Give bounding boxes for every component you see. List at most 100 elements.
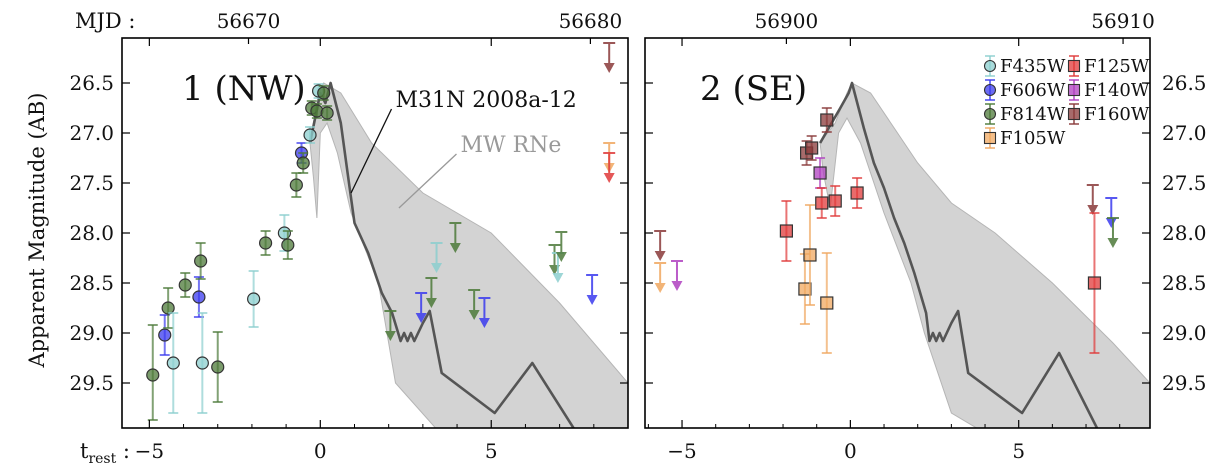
y-tick-label: 28.0 <box>69 221 114 245</box>
x-tick-label: 0 <box>844 439 857 463</box>
point-f435w-9 <box>247 270 261 328</box>
upper-limit-f814w-2 <box>425 277 438 308</box>
point-f814w-2 <box>161 287 175 329</box>
y-tick-label: 27.0 <box>69 121 114 145</box>
y-tick-label: 26.5 <box>69 71 114 95</box>
point-f435w-3 <box>166 312 180 414</box>
limit-arrowhead <box>1105 218 1117 228</box>
point-f125w-0 <box>779 200 794 262</box>
y-tick-label-right: 27.5 <box>1162 171 1207 195</box>
y-tick-label-right: 27.0 <box>1162 121 1207 145</box>
m31n-model-line <box>818 81 1099 428</box>
limit-arrowhead <box>468 310 480 320</box>
legend-label: F814W <box>1000 104 1066 125</box>
limit-arrowhead <box>671 281 683 291</box>
legend-label: F105W <box>1000 128 1066 149</box>
y-axis-title: Apparent Magnitude (AB) <box>25 93 49 369</box>
x-tick-label: 5 <box>1012 439 1025 463</box>
marker-circle <box>178 278 192 292</box>
point-f160w-8 <box>820 107 834 133</box>
upper-limit-f814w-0 <box>384 310 397 341</box>
marker-circle <box>194 254 208 268</box>
limit-arrowhead <box>603 173 615 183</box>
y-tick-label: 29.5 <box>69 371 114 395</box>
marker-square <box>813 166 827 180</box>
upper-limit-f105w-1 <box>654 262 667 293</box>
upper-limit-f606w-1 <box>415 292 428 323</box>
limit-arrowhead <box>552 273 564 283</box>
limit-arrowhead <box>603 63 615 73</box>
legend-marker <box>1067 59 1081 73</box>
legend-entry-f140w: F140W <box>1067 79 1150 101</box>
limit-arrowhead <box>425 298 437 308</box>
legend: F435W F606W F814W F105W F125W F140W F160W <box>983 55 1150 149</box>
marker-circle <box>320 106 334 120</box>
top-tick-label: 56680 <box>559 9 623 33</box>
point-f814w-8 <box>211 331 225 403</box>
marker-square <box>779 224 794 238</box>
annotation-text-0: M31N 2008a-12 <box>396 88 577 113</box>
x-tick-label: −5 <box>667 439 696 463</box>
upper-limit-f140w-2 <box>670 260 683 291</box>
marker-circle <box>166 356 180 370</box>
panel-2: −5 0 5 56900 56910 26.5 27.0 27.5 28.0 28.5 29.0 29… <box>644 9 1207 463</box>
limit-arrowhead <box>415 313 427 323</box>
point-f814w-0 <box>146 324 160 421</box>
upper-limit-f160w-3 <box>1086 184 1099 215</box>
legend-marker <box>1067 83 1081 97</box>
marker-square <box>805 141 819 155</box>
panel-plot-area <box>146 42 628 428</box>
bottom-axis-label: trest : <box>80 439 130 467</box>
limit-arrowhead <box>654 283 666 293</box>
limit-arrowhead <box>478 318 490 328</box>
marker-circle <box>192 290 206 304</box>
marker-square <box>820 296 834 310</box>
upper-limit-f606w-10 <box>586 274 599 305</box>
marker-circle <box>247 292 261 306</box>
upper-limit-f125w-13 <box>603 152 616 183</box>
y-tick-label-right: 29.5 <box>1162 371 1207 395</box>
marker-circle <box>211 360 225 374</box>
point-f105w-3 <box>803 204 817 306</box>
point-f435w-7 <box>195 312 209 414</box>
marker-square <box>803 248 817 262</box>
legend-label: F140W <box>1084 80 1150 101</box>
legend-entry-f125w: F125W <box>1067 55 1150 77</box>
legend-marker <box>983 107 997 121</box>
x-tick-label: −5 <box>135 439 164 463</box>
marker-circle <box>146 368 160 382</box>
marker-circle <box>317 86 331 100</box>
legend-label: F160W <box>1084 104 1150 125</box>
marker-circle <box>303 128 317 142</box>
limit-arrowhead <box>555 252 567 262</box>
marker-circle <box>281 238 295 252</box>
legend-marker <box>1067 107 1081 121</box>
point-f125w-6 <box>815 187 829 219</box>
marker-square <box>828 194 842 208</box>
marker-circle <box>296 156 310 170</box>
legend-marker <box>983 83 997 97</box>
panel-label: 2 (SE) <box>700 69 807 109</box>
y-tick-label-right: 28.5 <box>1162 271 1207 295</box>
marker-square <box>1087 276 1102 290</box>
legend-label: F125W <box>1084 56 1150 77</box>
point-f814w-4 <box>178 272 192 298</box>
legend-entry-f435w: F435W <box>983 55 1066 77</box>
point-f125w-11 <box>1087 212 1102 354</box>
mw-rne-band <box>819 82 1150 428</box>
y-tick-label-right: 29.0 <box>1162 321 1207 345</box>
marker-circle <box>195 356 209 370</box>
x-tick-label: 5 <box>485 439 498 463</box>
point-f814w-6 <box>194 242 208 280</box>
top-tick-label: 56910 <box>1091 9 1155 33</box>
limit-arrowhead <box>431 263 443 273</box>
marker-square <box>815 196 829 210</box>
upper-limit-f814w-9 <box>555 231 568 262</box>
limit-arrowhead <box>449 243 461 253</box>
limit-arrowhead <box>1087 205 1099 215</box>
legend-label: F435W <box>1000 56 1066 77</box>
limit-arrowhead <box>384 331 396 341</box>
legend-marker <box>983 59 997 73</box>
upper-limit-f814w-4 <box>449 222 462 253</box>
top-tick-label: 56670 <box>217 9 281 33</box>
